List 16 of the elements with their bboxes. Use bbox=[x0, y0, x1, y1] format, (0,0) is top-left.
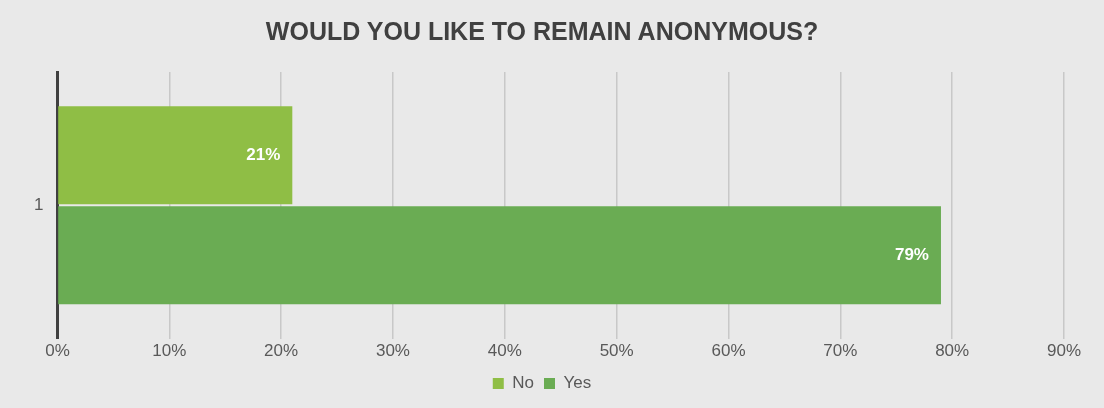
x-tick-label: 40% bbox=[487, 341, 522, 361]
x-tick-label: 30% bbox=[375, 341, 410, 361]
legend-label: No bbox=[512, 373, 534, 393]
data-label: 21% bbox=[246, 145, 281, 164]
chart-title: WOULD YOU LIKE TO REMAIN ANONYMOUS? bbox=[265, 16, 819, 45]
x-tick-label: 90% bbox=[1046, 341, 1082, 361]
x-tick-label: 60% bbox=[711, 341, 746, 361]
x-tick-label: 0% bbox=[45, 341, 70, 361]
x-tick-label: 50% bbox=[599, 341, 634, 361]
x-tick-label: 80% bbox=[935, 341, 970, 361]
x-tick-label: 10% bbox=[152, 341, 187, 361]
legend-label: Yes bbox=[563, 373, 592, 393]
y-tick-label: 1 bbox=[33, 194, 44, 214]
x-tick-label: 20% bbox=[264, 341, 299, 361]
data-label: 79% bbox=[894, 244, 929, 264]
x-tick-label: 70% bbox=[823, 341, 858, 361]
